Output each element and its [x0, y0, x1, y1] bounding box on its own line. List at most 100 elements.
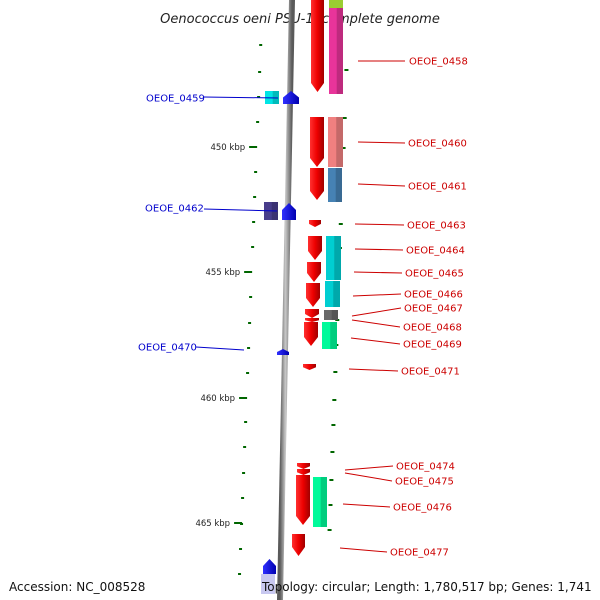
gene-labels: OEOE_0458 OEOE_0459 OEOE_0460 OEOE_0461 OEOE… [138, 57, 468, 559]
gene-label-leader [351, 319, 401, 328]
cog-gene-shade [336, 0, 343, 94]
gene-label-leader [357, 183, 406, 187]
scale-label: 460 kbp [200, 394, 235, 404]
cog-gene-block[interactable] [322, 322, 337, 349]
scale-tick [257, 96, 261, 98]
cog-gene-shade [333, 281, 340, 307]
cog-gene-block[interactable] [324, 310, 338, 320]
reverse-gene-arrow[interactable] [282, 203, 296, 220]
scale-major-tick [244, 271, 253, 273]
gene-label[interactable]: OEOE_0459 [146, 94, 205, 105]
gene-label-leader [344, 465, 394, 471]
forward-gene-arrow[interactable] [306, 283, 320, 307]
gene-label-leader [344, 472, 393, 482]
gene-label[interactable]: OEOE_0462 [145, 204, 204, 215]
scale-tick [338, 223, 343, 225]
forward-gene-arrow[interactable] [292, 534, 305, 556]
scale-tick [331, 424, 336, 426]
forward-gene-arrow[interactable] [296, 475, 310, 525]
forward-gene-arrow[interactable] [297, 469, 310, 475]
reverse-gene-arrow[interactable] [283, 91, 299, 104]
cog-gene-block[interactable] [261, 574, 275, 594]
scale-tick [244, 421, 248, 423]
scale-tick [328, 504, 333, 506]
gene-label-leader [342, 503, 391, 508]
scale-tick [249, 296, 253, 298]
cog-gene-block[interactable] [329, 0, 343, 94]
forward-gene-arrow[interactable] [311, 0, 324, 92]
scale-label: 455 kbp [205, 268, 240, 278]
cog-gene-block[interactable] [325, 281, 340, 307]
gene-label[interactable]: OEOE_0463 [407, 221, 466, 232]
cog-gene-shade [331, 310, 338, 320]
scale-tick [241, 497, 245, 499]
gene-label[interactable]: OEOE_0461 [408, 182, 467, 193]
cog-gene-block[interactable] [329, 0, 343, 8]
scale-tick [239, 548, 243, 550]
scale-tick [247, 347, 251, 349]
scale-ticks: 450 kbp 455 kbp 460 kbp 465 kbp [195, 44, 349, 575]
forward-gene-arrow[interactable] [307, 262, 321, 282]
scale-tick [254, 171, 258, 173]
cog-gene-block[interactable] [326, 236, 341, 280]
gene-label-leader [348, 368, 399, 372]
gene-label-leader [203, 96, 279, 99]
reverse-gene-arrow[interactable] [263, 559, 276, 574]
gene-label-leader [339, 547, 388, 553]
gene-label[interactable]: OEOE_0465 [405, 269, 464, 280]
forward-gene-arrow[interactable] [310, 117, 324, 167]
gene-label[interactable]: OEOE_0466 [404, 290, 463, 301]
forward-gene-arrow[interactable] [305, 318, 319, 322]
topology-text: Topology: circular; Length: 1,780,517 bp… [262, 580, 592, 594]
gene-label[interactable]: OEOE_0470 [138, 343, 197, 354]
gene-label[interactable]: OEOE_0469 [403, 340, 462, 351]
gene-label-leader [351, 307, 402, 317]
gene-label[interactable]: OEOE_0467 [404, 304, 463, 315]
gene-label[interactable]: OEOE_0460 [408, 139, 467, 150]
scale-tick [258, 71, 262, 73]
accession-text: Accession: NC_008528 [9, 580, 146, 594]
scale-tick [246, 372, 250, 374]
scale-tick [327, 529, 332, 531]
cog-gene-shade [330, 322, 337, 349]
gene-label[interactable]: OEOE_0458 [409, 57, 468, 68]
scale-label: 465 kbp [195, 519, 230, 529]
forward-gene-arrow[interactable] [310, 168, 324, 200]
gene-label[interactable]: OEOE_0468 [403, 323, 462, 334]
gene-label-leader [353, 271, 403, 274]
scale-major-tick [249, 146, 258, 148]
gene-label[interactable]: OEOE_0477 [390, 548, 449, 559]
reverse-strand-genes [263, 91, 299, 574]
forward-gene-arrow[interactable] [308, 236, 322, 260]
gene-label[interactable]: OEOE_0475 [395, 477, 454, 488]
cog-gene-block[interactable] [328, 117, 343, 167]
label-leaders [195, 60, 406, 553]
scale-tick [238, 573, 242, 575]
forward-gene-arrow[interactable] [304, 322, 318, 346]
forward-gene-arrow[interactable] [309, 220, 321, 227]
cog-gene-shade [334, 236, 341, 280]
gene-label[interactable]: OEOE_0476 [393, 503, 452, 514]
scale-tick [248, 322, 252, 324]
gene-label[interactable]: OEOE_0471 [401, 367, 460, 378]
gene-label-leader [354, 248, 404, 251]
forward-gene-arrow[interactable] [305, 309, 319, 318]
scale-tick [333, 371, 338, 373]
cog-gene-block[interactable] [328, 168, 342, 202]
scale-tick [332, 399, 337, 401]
gene-label[interactable]: OEOE_0474 [396, 462, 455, 473]
gene-label-leader [352, 293, 402, 297]
forward-gene-arrow[interactable] [303, 364, 316, 370]
gene-label[interactable]: OEOE_0464 [406, 246, 465, 257]
scale-label: 450 kbp [210, 143, 245, 153]
scale-tick [341, 147, 346, 149]
cog-gene-shade [335, 168, 342, 202]
gene-label-leader [350, 337, 401, 345]
reverse-gene-arrow[interactable] [277, 349, 289, 355]
scale-tick [253, 196, 257, 198]
cog-gene-shade [336, 117, 343, 167]
scale-tick [242, 472, 246, 474]
forward-gene-arrow[interactable] [297, 463, 310, 469]
cog-gene-block[interactable] [313, 477, 327, 527]
